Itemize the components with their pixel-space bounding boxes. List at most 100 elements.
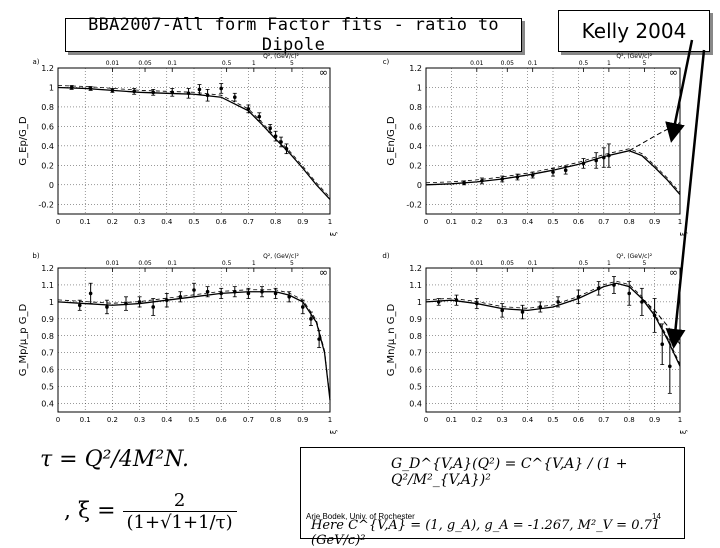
x-axis-label: ξ <box>329 232 338 236</box>
data-point <box>607 153 611 158</box>
y-tick-label: 0.4 <box>41 142 54 151</box>
x-tick-label: 0.3 <box>134 416 145 424</box>
y-tick-label: 1 <box>49 83 54 92</box>
x-tick-label: 1 <box>328 416 332 424</box>
x-tick-label: 0 <box>424 218 428 226</box>
data-point <box>454 298 459 302</box>
x-tick-label: 0.3 <box>497 416 508 424</box>
y-tick-label: 0.6 <box>41 122 54 131</box>
data-point <box>652 313 657 318</box>
data-point <box>436 300 441 304</box>
xi-denominator: (1+√1+1/τ) <box>126 512 233 533</box>
data-point <box>462 181 466 185</box>
y-tick-label: -0.2 <box>406 200 422 209</box>
y-tick-label: 0.9 <box>409 315 422 324</box>
data-point <box>105 305 109 309</box>
data-point <box>500 177 505 181</box>
x-tick-label: 0 <box>56 218 60 226</box>
top-tick-label: 1 <box>252 260 256 267</box>
x-tick-label: 0.4 <box>522 416 534 424</box>
arrow-to-panel-c <box>665 39 694 143</box>
data-point <box>627 291 631 296</box>
data-point <box>69 85 74 90</box>
x-tick-label: 0.5 <box>188 416 199 424</box>
data-point <box>284 146 289 151</box>
data-point <box>219 86 223 91</box>
x-tick-label: 0 <box>424 416 428 424</box>
top-tick-label: 0.05 <box>138 260 152 267</box>
data-point <box>88 86 93 91</box>
top-tick-label: 0.1 <box>167 260 177 267</box>
y-tick-label: 0 <box>417 181 422 190</box>
y-axis-label: G_Mn/μ_n G_D <box>386 303 397 376</box>
x-axis-label: ξ <box>329 430 338 434</box>
top-axis-label: Q², (GeV/c)² <box>263 53 299 60</box>
data-point <box>219 291 223 296</box>
xi-numerator: 2 <box>122 490 237 512</box>
top-tick-label: 0.01 <box>106 60 120 67</box>
x-tick-label: 0 <box>56 416 60 424</box>
y-tick-label: 0.4 <box>409 400 422 409</box>
y-tick-label: 1 <box>417 298 422 307</box>
data-point <box>538 305 543 309</box>
xi-fraction: 2 (1+√1+1/τ) <box>122 490 237 533</box>
data-point <box>668 364 672 369</box>
infinity-mark: ∞ <box>319 266 328 279</box>
top-tick-label: 5 <box>643 260 647 267</box>
data-point <box>257 114 262 119</box>
y-tick-label: -0.2 <box>38 200 54 209</box>
x-tick-label: 0.8 <box>270 218 281 226</box>
x-tick-label: 0.1 <box>446 218 457 226</box>
x-tick-label: 0.9 <box>649 416 660 424</box>
x-tick-label: 0.2 <box>471 218 482 226</box>
data-point <box>246 107 251 111</box>
y-tick-label: 0.6 <box>409 122 422 131</box>
top-tick-label: 0.1 <box>528 260 538 267</box>
data-point <box>500 308 505 313</box>
y-tick-label: 1 <box>49 298 54 307</box>
y-tick-label: 0.2 <box>409 161 422 170</box>
data-point <box>640 300 644 304</box>
top-tick-label: 0.5 <box>222 60 232 67</box>
data-point <box>268 126 272 131</box>
x-tick-label: 0.1 <box>80 218 91 226</box>
data-point <box>260 289 264 294</box>
data-point <box>273 134 278 138</box>
x-tick-label: 1 <box>328 218 332 226</box>
data-point <box>279 140 283 144</box>
fit-curve <box>57 86 331 200</box>
data-point <box>475 301 479 306</box>
infinity-mark: ∞ <box>319 66 328 79</box>
tau-formula: τ = Q²/4M²N. <box>40 447 190 472</box>
y-tick-label: 1.1 <box>409 281 422 290</box>
x-tick-label: 0.4 <box>161 218 173 226</box>
y-tick-label: 0.5 <box>409 383 422 392</box>
data-point <box>205 93 210 98</box>
y-tick-label: 0.7 <box>41 349 54 358</box>
top-tick-label: 0.1 <box>528 60 538 67</box>
y-tick-label: 0 <box>49 181 54 190</box>
y-tick-label: 1.2 <box>409 264 422 273</box>
x-tick-label: 0.7 <box>243 416 254 424</box>
x-tick-label: 0.7 <box>598 416 609 424</box>
x-tick-label: 0.9 <box>297 218 308 226</box>
data-point <box>551 170 555 174</box>
data-point <box>287 295 292 299</box>
x-tick-label: 0.2 <box>471 416 482 424</box>
top-tick-label: 0.01 <box>106 260 120 267</box>
x-tick-label: 0.2 <box>107 416 118 424</box>
data-point <box>186 91 191 96</box>
panel-label: b) <box>32 252 39 260</box>
top-tick-label: 0.05 <box>501 260 515 267</box>
y-tick-label: 0.8 <box>41 103 54 112</box>
page-number: 14 <box>652 512 661 521</box>
data-point <box>581 161 586 166</box>
y-tick-label: 0.8 <box>409 103 422 112</box>
top-tick-label: 0.5 <box>579 260 589 267</box>
x-tick-label: 0.1 <box>446 416 457 424</box>
y-tick-label: 0.2 <box>41 161 54 170</box>
x-tick-label: 0.3 <box>134 218 145 226</box>
data-point <box>205 289 210 294</box>
x-tick-label: 1 <box>678 218 682 226</box>
y-axis-label: G_En/G_D <box>386 116 397 166</box>
